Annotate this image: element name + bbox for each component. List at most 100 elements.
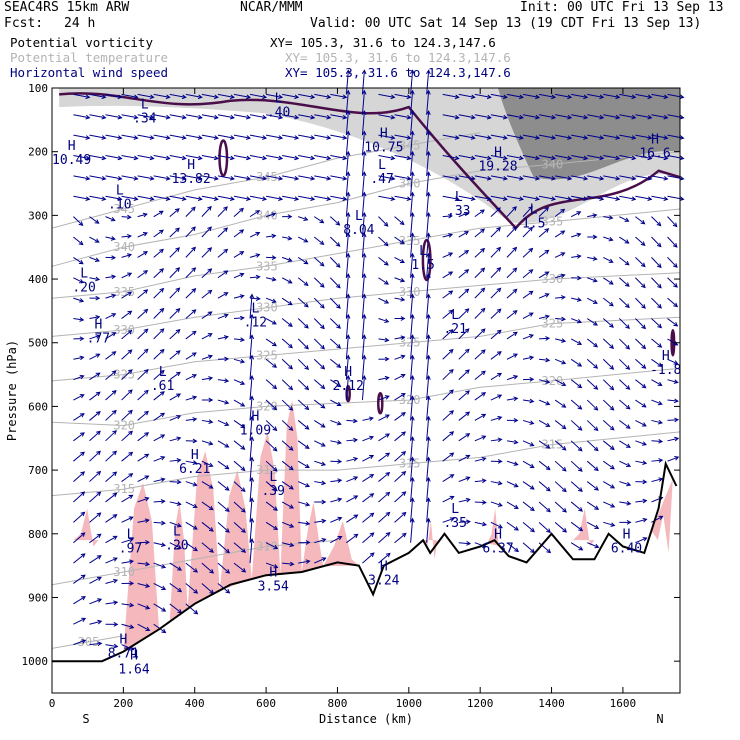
wind-vector [265, 521, 278, 530]
wind-vector [314, 538, 326, 544]
wind-vector [667, 257, 678, 268]
wind-vector-head [401, 511, 407, 517]
wind-vector [378, 195, 395, 200]
wind-vector [555, 296, 565, 299]
wind-vector [506, 289, 517, 299]
wind-vector-head [641, 364, 647, 369]
wind-vector [330, 440, 342, 444]
wind-vector [121, 291, 132, 299]
theta-contour [51, 272, 681, 337]
wind-vector [137, 348, 149, 360]
wind-vector-head [497, 480, 503, 486]
wind-vector-head [400, 316, 406, 321]
wind-vector-head [345, 110, 351, 115]
wind-vector [121, 93, 138, 98]
wind-vector-head [288, 446, 294, 451]
wind-vector-head [113, 622, 119, 627]
wind-vector [586, 318, 598, 326]
wind-vector [410, 518, 414, 543]
wind-vector-head [112, 450, 118, 456]
wind-vector [522, 440, 534, 447]
wind-vector-head [576, 211, 582, 216]
wind-vector [587, 155, 604, 159]
wind-vector [378, 114, 395, 119]
wind-vector [137, 582, 150, 587]
wind-vector [458, 348, 470, 360]
wind-vector [602, 399, 614, 411]
wind-vector [554, 208, 565, 218]
wind-vector-head [625, 424, 631, 429]
wind-vector [506, 175, 524, 180]
wind-vector [217, 134, 235, 139]
wind-vector [346, 439, 358, 442]
wind-vector-head [272, 363, 278, 368]
wind-vector [362, 493, 374, 503]
wind-vector-head [642, 479, 648, 485]
wind-vector-head [255, 231, 261, 237]
wind-vector-head [409, 334, 415, 340]
wind-vector [297, 236, 308, 243]
wind-vector-head [319, 240, 325, 245]
wind-vector [345, 376, 349, 401]
wind-vector [538, 379, 550, 383]
wind-vector [442, 309, 453, 319]
wind-vector [635, 216, 645, 225]
wind-vector [667, 456, 679, 462]
wind-vector-head [321, 537, 327, 543]
wind-vector-head [326, 155, 332, 161]
wind-vector [201, 521, 214, 532]
wind-vector [233, 251, 244, 258]
wind-vector [233, 379, 245, 385]
wind-vector-head [551, 155, 557, 161]
wind-vector [603, 175, 620, 180]
wind-vector-head [641, 324, 646, 330]
wind-vector [249, 254, 260, 258]
wind-vector-head [625, 344, 631, 350]
wind-vector-head [480, 209, 485, 214]
wind-vector [667, 437, 679, 442]
wind-vector-head [561, 445, 567, 451]
wind-vector [298, 216, 308, 221]
wind-vector [185, 175, 202, 180]
wind-vector-head [239, 207, 244, 213]
wind-vector [89, 256, 100, 262]
wind-vector [137, 411, 149, 421]
wind-vector [265, 93, 283, 98]
wind-vector [249, 134, 267, 139]
wind-vector-head [640, 219, 646, 225]
wind-vector-head [336, 324, 341, 329]
wind-vector-head [663, 114, 669, 120]
wind-vector-head [578, 507, 583, 512]
wind-vector [89, 491, 101, 503]
wind-vector-head [383, 222, 389, 227]
wind-vector-head [530, 527, 535, 533]
wind-vector [458, 114, 475, 119]
wind-vector-head [289, 504, 295, 509]
wind-vector [185, 134, 202, 139]
pv-extremum-value: 6.40 [611, 542, 642, 557]
field-wind-xy: XY= 105.3, 31.6 to 124.3,147.6 [285, 65, 511, 80]
wind-vector [153, 500, 165, 503]
wind-vector-head [409, 293, 415, 299]
wind-vector [554, 440, 567, 451]
wind-vector [169, 287, 180, 299]
wind-vector [586, 440, 599, 451]
wind-vector [474, 228, 485, 238]
wind-vector [506, 310, 518, 319]
wind-vector-head [223, 335, 229, 340]
wind-vector-head [239, 229, 245, 234]
wind-vector [73, 155, 90, 159]
wind-vector [651, 478, 663, 483]
theta-label: 340 [542, 157, 564, 171]
wind-vector-head [128, 430, 133, 436]
wind-vector [474, 134, 491, 139]
wind-vector-head [551, 135, 557, 140]
wind-vector [346, 514, 358, 523]
wind-vector-head [657, 343, 663, 348]
wind-vector [571, 114, 588, 119]
wind-vector-head [528, 290, 534, 296]
wind-vector [345, 294, 349, 319]
wind-vector [314, 481, 326, 484]
wind-vector [378, 414, 390, 421]
wind-vector-head [512, 288, 518, 294]
